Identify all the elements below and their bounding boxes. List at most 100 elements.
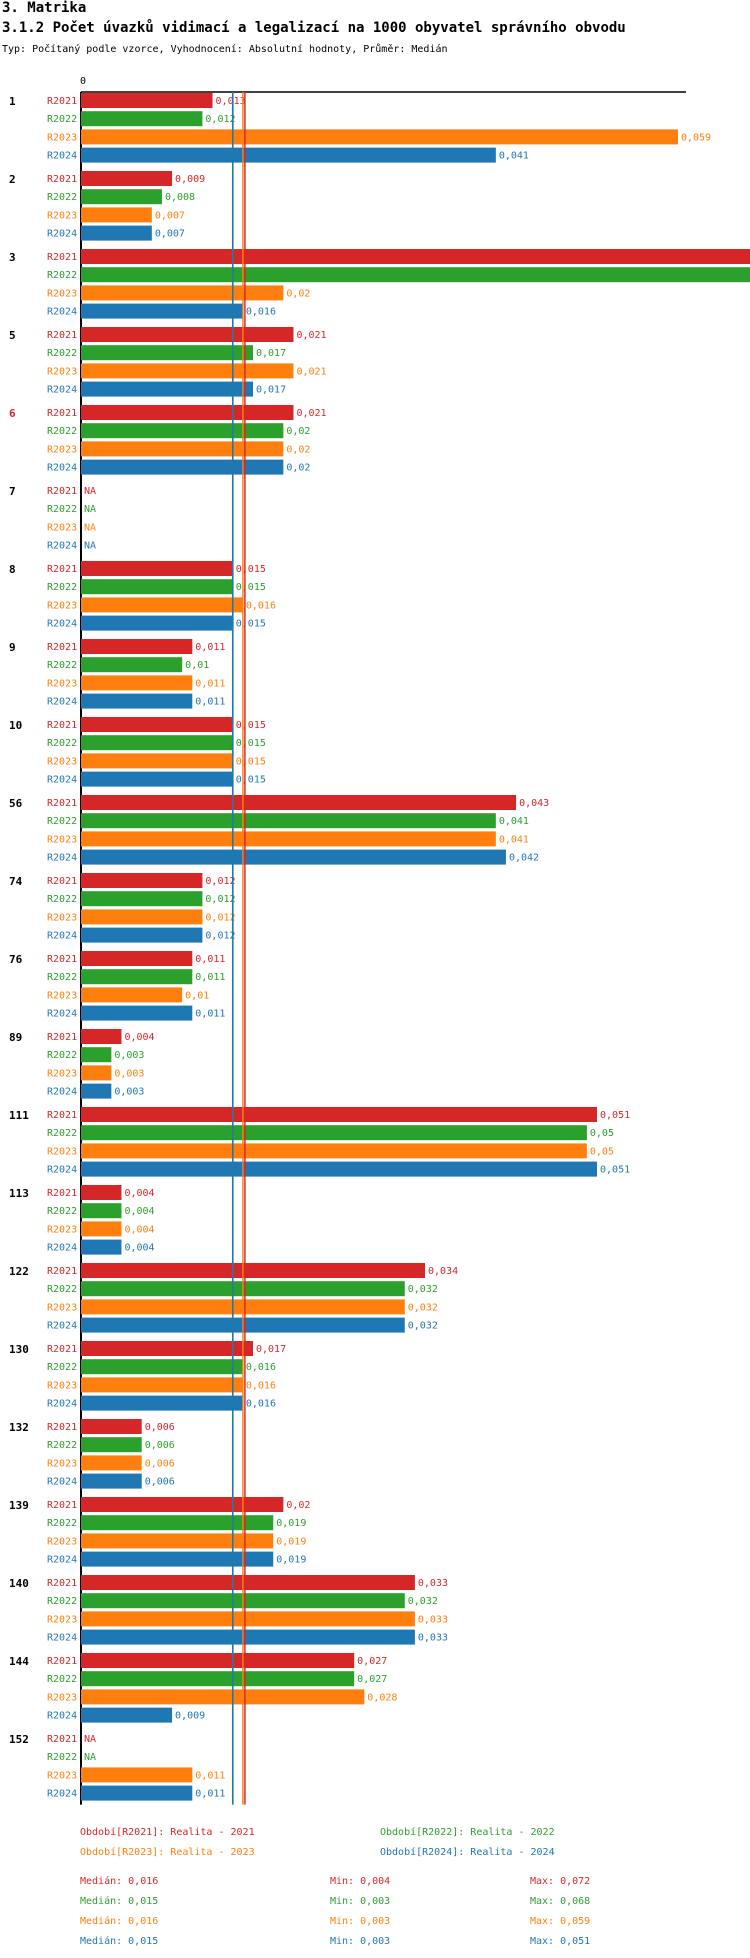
bar xyxy=(81,1671,355,1687)
series-label: R2023 xyxy=(47,1380,77,1391)
group-label: 76 xyxy=(9,953,23,966)
bar xyxy=(81,1785,193,1801)
data-label: 0,015 xyxy=(236,775,266,786)
bar xyxy=(81,1575,415,1590)
series-label: R2021 xyxy=(47,564,77,575)
stat-min: Min: 0,003 xyxy=(330,1896,391,1907)
data-label: 0,032 xyxy=(408,1321,438,1332)
bar xyxy=(81,423,284,439)
series-label: R2021 xyxy=(47,486,77,497)
data-label: 0,012 xyxy=(205,931,235,942)
series-label: R2024 xyxy=(47,853,77,864)
bar xyxy=(81,171,173,186)
bar xyxy=(81,1083,112,1099)
data-label: 0,016 xyxy=(246,1362,276,1373)
bar xyxy=(81,1629,415,1645)
stat-median: Medián: 0,015 xyxy=(80,1896,159,1907)
group-label: 139 xyxy=(9,1499,29,1512)
series-label: R2023 xyxy=(47,678,77,689)
series-label: R2023 xyxy=(47,366,77,377)
bar xyxy=(81,927,203,943)
series-label: R2022 xyxy=(47,1752,77,1763)
data-label: 0,05 xyxy=(590,1128,614,1139)
data-label: 0,034 xyxy=(428,1266,458,1277)
series-label: R2023 xyxy=(47,1614,77,1625)
data-label: 0,004 xyxy=(124,1243,154,1254)
series-label: R2024 xyxy=(47,1165,77,1176)
series-label: R2022 xyxy=(47,348,77,359)
series-label: R2024 xyxy=(47,1087,77,1098)
series-label: R2024 xyxy=(47,1633,77,1644)
data-label: NA xyxy=(84,504,96,515)
bar xyxy=(81,93,213,108)
data-label: 0,008 xyxy=(165,192,195,203)
bar xyxy=(81,735,233,751)
data-label: 0,011 xyxy=(195,642,225,653)
data-label: NA xyxy=(84,541,96,552)
bar xyxy=(81,639,193,654)
bar xyxy=(81,1203,122,1219)
data-label: 0,011 xyxy=(195,1770,225,1781)
data-label: 0,011 xyxy=(195,1789,225,1800)
group-label: 144 xyxy=(9,1655,29,1668)
stat-median: Medián: 0,016 xyxy=(80,1876,159,1887)
series-label: R2021 xyxy=(47,1110,77,1121)
bar xyxy=(81,615,233,631)
bar xyxy=(81,597,243,613)
series-label: R2022 xyxy=(47,1284,77,1295)
bar xyxy=(81,693,193,709)
bar xyxy=(81,1107,598,1122)
group-label: 152 xyxy=(9,1733,29,1746)
data-label: 0,016 xyxy=(246,307,276,318)
series-label: R2024 xyxy=(47,1789,77,1800)
series-label: R2021 xyxy=(47,1734,77,1745)
data-label: 0,033 xyxy=(418,1578,448,1589)
data-label: 0,015 xyxy=(236,720,266,731)
bar xyxy=(81,111,203,127)
series-label: R2021 xyxy=(47,1656,77,1667)
bar xyxy=(81,561,233,576)
series-label: R2024 xyxy=(47,619,77,630)
bar xyxy=(81,189,162,205)
bar xyxy=(81,1689,365,1705)
series-label: R2024 xyxy=(47,1477,77,1488)
stat-max: Max: 0,068 xyxy=(530,1896,591,1907)
bar xyxy=(81,891,203,907)
bar xyxy=(81,267,750,283)
data-label: 0,027 xyxy=(357,1674,387,1685)
data-label: 0,015 xyxy=(236,738,266,749)
bar xyxy=(81,813,496,829)
series-label: R2023 xyxy=(47,288,77,299)
bar xyxy=(81,1029,122,1044)
series-label: R2021 xyxy=(47,330,77,341)
series-label: R2021 xyxy=(47,1500,77,1511)
series-label: R2024 xyxy=(47,1711,77,1722)
bar xyxy=(81,129,678,145)
group-label: 5 xyxy=(9,329,16,342)
series-label: R2024 xyxy=(47,463,77,474)
data-label: 0,007 xyxy=(155,229,185,240)
data-label: 0,033 xyxy=(418,1614,448,1625)
series-label: R2021 xyxy=(47,1422,77,1433)
series-label: R2021 xyxy=(47,252,77,263)
series-label: R2022 xyxy=(47,426,77,437)
series-label: R2023 xyxy=(47,1302,77,1313)
bar xyxy=(81,1239,122,1255)
data-label: 0,021 xyxy=(296,330,326,341)
data-label: 0,041 xyxy=(499,834,529,845)
series-label: R2024 xyxy=(47,307,77,318)
bar xyxy=(81,1707,173,1723)
data-label: 0,05 xyxy=(590,1146,614,1157)
stat-median: Medián: 0,016 xyxy=(80,1916,159,1927)
series-label: R2021 xyxy=(47,1578,77,1589)
data-label: 0,011 xyxy=(195,972,225,983)
series-label: R2024 xyxy=(47,1321,77,1332)
data-label: 0,016 xyxy=(246,1380,276,1391)
series-label: R2022 xyxy=(47,1206,77,1217)
group-label: 10 xyxy=(9,719,22,732)
series-label: R2022 xyxy=(47,1128,77,1139)
group-label: 111 xyxy=(9,1109,29,1122)
bar xyxy=(81,381,254,397)
bar xyxy=(81,1377,243,1393)
group-label: 8 xyxy=(9,563,16,576)
